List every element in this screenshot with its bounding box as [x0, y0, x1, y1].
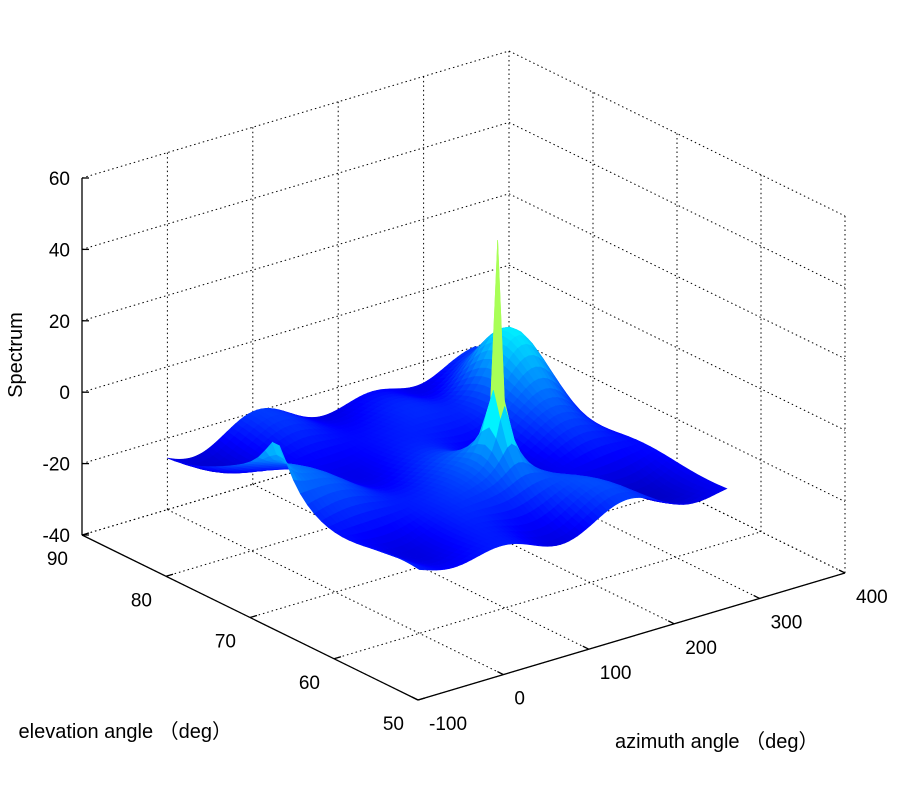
- y-tick-mark: [249, 614, 258, 619]
- tick-labels: -40 -20 0 20 40 60 50 60 70 80 90 -100 0 100 200 300 400: [43, 169, 888, 735]
- z-tick-label: 20: [49, 312, 70, 333]
- floor-grid-line: [337, 458, 675, 625]
- wall-grid-line: [508, 264, 846, 431]
- x-tick-mark: [753, 594, 760, 599]
- x-tick-mark: [411, 696, 419, 701]
- x-axis-label: azimuth angle （deg）: [615, 730, 818, 753]
- y-tick-label: 90: [47, 549, 68, 570]
- wall-grid-line: [508, 407, 846, 574]
- z-tick-label: 0: [59, 383, 70, 404]
- surface: [167, 240, 728, 571]
- x-tick-label: 0: [514, 689, 525, 710]
- x-tick-label: 300: [771, 612, 803, 633]
- surface-patch: [412, 564, 424, 571]
- y-tick-mark: [333, 656, 342, 660]
- y-tick-label: 80: [131, 590, 152, 611]
- x-tick-mark: [838, 569, 846, 574]
- x-tick-mark: [497, 671, 504, 676]
- y-tick-label: 50: [383, 714, 404, 735]
- y-tick-mark: [165, 573, 174, 577]
- x-axis-line: [417, 572, 846, 701]
- floor-grid-line: [423, 432, 760, 599]
- wall-grid-line: [81, 193, 510, 322]
- z-tick-label: -20: [43, 455, 70, 476]
- z-tick-label: 60: [49, 169, 70, 190]
- axes: [81, 177, 846, 701]
- floor-grid-line: [167, 509, 504, 676]
- x-tick-mark: [667, 620, 675, 625]
- x-tick-label: 200: [685, 638, 717, 659]
- floor-grid-line: [252, 483, 590, 650]
- z-tick-label: 40: [49, 240, 70, 261]
- x-tick-label: 100: [600, 663, 632, 684]
- wall-grid-line: [508, 193, 846, 360]
- y-tick-label: 70: [215, 632, 236, 653]
- wall-grid-line: [508, 336, 846, 503]
- wall-grid-line: [81, 121, 510, 250]
- x-tick-label: -100: [429, 714, 467, 735]
- y-tick-mark: [417, 697, 426, 701]
- z-axis-label: Spectrum: [5, 312, 27, 398]
- y-axis-label: elevation angle （deg）: [19, 720, 232, 743]
- x-tick-label: 400: [856, 587, 888, 608]
- wall-grid-line: [81, 50, 510, 179]
- y-tick-label: 60: [299, 673, 320, 694]
- y-tick-mark: [81, 532, 90, 536]
- x-tick-mark: [582, 645, 590, 650]
- z-tick-label: -40: [43, 526, 70, 547]
- wall-grid-line: [508, 121, 846, 288]
- wall-grid-line: [508, 50, 846, 217]
